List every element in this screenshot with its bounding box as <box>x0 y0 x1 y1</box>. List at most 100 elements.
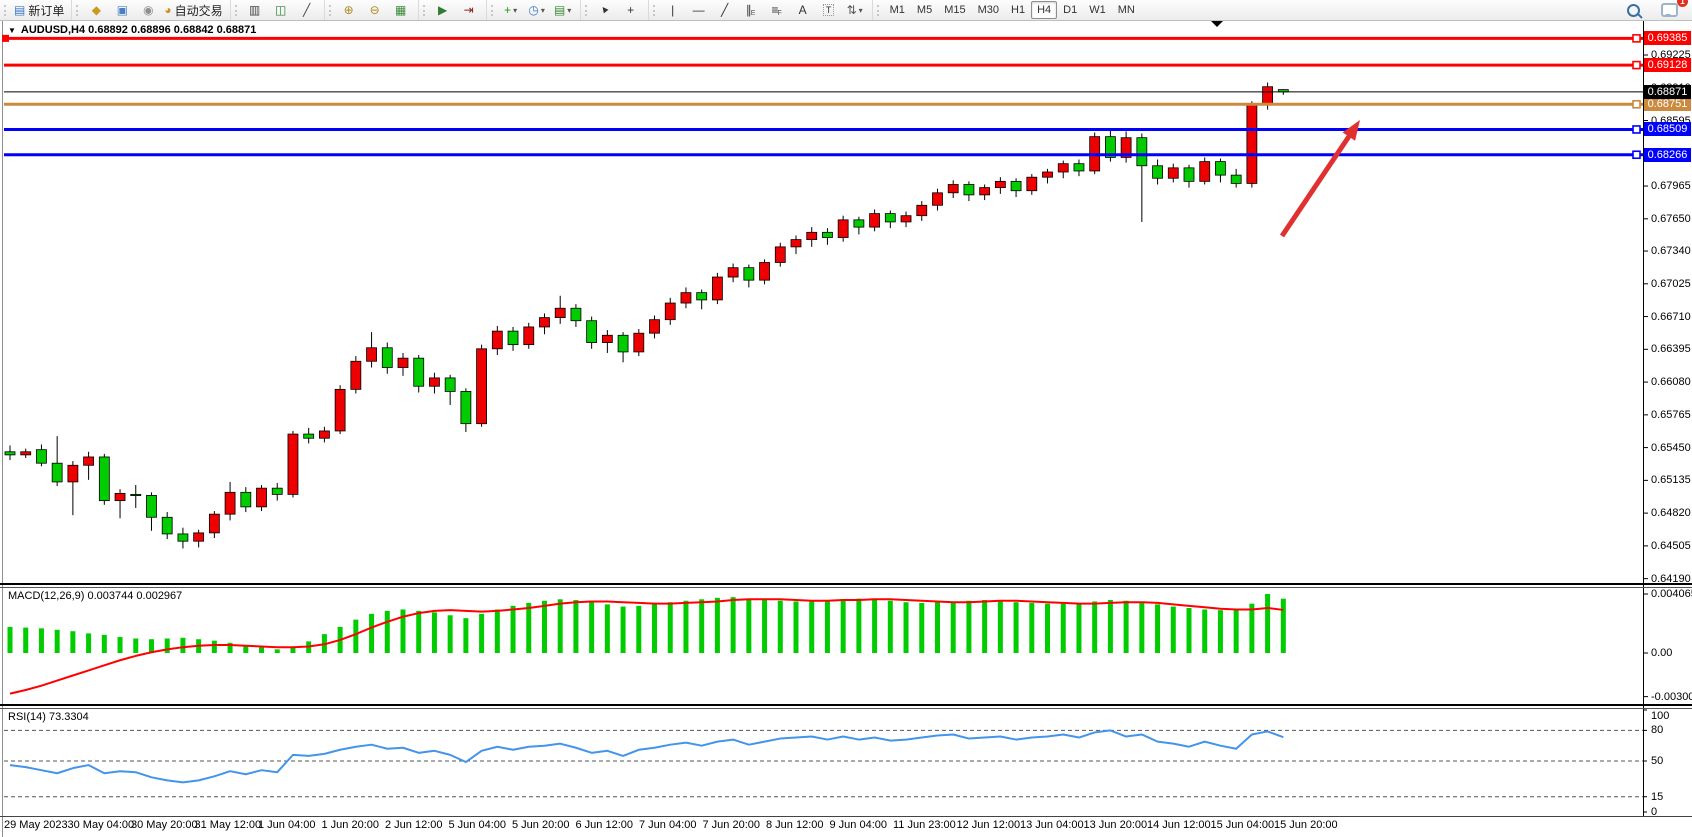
zoom-in-button[interactable]: ⊕ <box>336 1 362 20</box>
hline-handle-0.68509[interactable] <box>1632 125 1641 134</box>
toolbar-button-groups: ▤ 新订单 ◆ ▣ ◉ ◕ 自动交易 ▥ ◫ ╱ ⊕ ⊖ ▦ ▶ ⇥ + ▾ ◷ ▾ ▤ ▾ ▲ + | — ╱ ∥ E ≡ F A T ⇅ ▾ M… <box>0 0 1145 20</box>
chat-notifications-button[interactable]: 1 <box>1656 0 1688 20</box>
time-label-0: 29 May 2023 <box>4 819 68 831</box>
toolbar-group-windows: ◆ ▣ ◉ ◕ 自动交易 <box>71 0 229 20</box>
toolbar-group-zoom: ⊕ ⊖ ▦ <box>323 0 418 20</box>
trendline-icon: ╱ <box>721 3 729 17</box>
rsi-indicator-label: RSI(14) 73.3304 <box>8 711 89 723</box>
notification-badge: 1 <box>1677 0 1688 7</box>
toolbar-group-objects: | — ╱ ∥ E ≡ F A T ⇅ ▾ <box>647 0 872 20</box>
hline-handle-0.68266[interactable] <box>1632 150 1641 160</box>
text-label-button[interactable]: T <box>816 1 842 20</box>
macd-indicator-label: MACD(12,26,9) 0.003744 0.002967 <box>8 590 183 602</box>
hline-handle-0.69128[interactable] <box>1632 60 1641 70</box>
add-indicator-dropdown-icon[interactable]: ▾ <box>513 5 518 15</box>
price-tick-0.66080: 0.66080 <box>1651 376 1691 389</box>
price-tick-0.65135: 0.65135 <box>1651 474 1691 487</box>
price-tick-0.64505: 0.64505 <box>1651 539 1691 552</box>
rsi-axis-50: 50 <box>1651 755 1664 767</box>
timeframe-h1-button[interactable]: H1 <box>1011 4 1026 16</box>
horizontal-line-icon: — <box>692 3 705 17</box>
new-chart-window-button[interactable]: ▣ <box>109 1 135 20</box>
equidistant-channel-button[interactable]: ∥ E <box>738 1 764 20</box>
toolbar-right-icons: 1 <box>1620 0 1692 20</box>
add-indicator-button[interactable]: + ▾ <box>498 1 524 20</box>
macd-axis--0.003005: -0.003005 <box>1651 690 1692 703</box>
toolbar-group-orders: ▤ 新订单 <box>0 0 71 20</box>
trendline-button[interactable]: ╱ <box>712 1 738 20</box>
chart-shift-button[interactable]: ⇥ <box>456 1 482 20</box>
main-toolbar: ▤ 新订单 ◆ ▣ ◉ ◕ 自动交易 ▥ ◫ ╱ ⊕ ⊖ ▦ ▶ ⇥ + ▾ ◷ ▾ ▤ ▾ ▲ + | — ╱ ∥ E ≡ F A T ⇅ ▾ M… <box>0 0 1692 21</box>
time-label-3: 31 May 12:00 <box>194 819 262 831</box>
time-label-1: 30 May 04:00 <box>67 819 135 831</box>
strategy-tester-button[interactable]: ▶ <box>430 1 456 20</box>
bar-chart-button[interactable]: ▥ <box>242 1 268 20</box>
annotation-arrow-shaft[interactable] <box>1279 131 1354 238</box>
hline-handle-0.68751[interactable] <box>1632 99 1641 109</box>
alerts-button[interactable]: ◉ <box>135 1 161 20</box>
time-label-20: 15 Jun 20:00 <box>1274 819 1338 831</box>
price-label-0.68751: 0.68751 <box>1644 97 1691 112</box>
price-label-0.68266: 0.68266 <box>1644 147 1691 162</box>
candlestick-chart-button[interactable]: ◫ <box>268 1 294 20</box>
chart-profiles-button[interactable]: ◆ <box>83 1 109 20</box>
hline-left-handle-0.69385[interactable] <box>2 34 9 42</box>
price-tick-0.67025: 0.67025 <box>1651 277 1691 290</box>
search-icon <box>1626 3 1640 17</box>
tile-windows-icon: ▦ <box>394 3 407 17</box>
line-chart-button[interactable]: ╱ <box>294 1 320 20</box>
equidistant-channel-sub-letter: E <box>750 10 756 17</box>
annotation-arrow-head[interactable] <box>1342 120 1360 141</box>
chart-shift-marker-icon[interactable] <box>1211 21 1223 27</box>
horizontal-line-button[interactable]: — <box>686 1 712 20</box>
timeframe-m1-button[interactable]: M1 <box>889 4 905 16</box>
price-tick-0.64820: 0.64820 <box>1651 507 1691 520</box>
zoom-out-button[interactable]: ⊖ <box>362 1 388 20</box>
chart-title: ▼ AUDUSD,H4 0.68892 0.68896 0.68842 0.688… <box>8 24 256 36</box>
macd-axis-0.00: 0.00 <box>1651 647 1673 659</box>
time-label-13: 9 Jun 04:00 <box>829 819 888 831</box>
macd-axis-0.004065: 0.004065 <box>1651 588 1692 600</box>
chart-menu-caret-icon[interactable]: ▼ <box>8 26 16 35</box>
price-tick-0.69225: 0.69225 <box>1651 49 1691 61</box>
periods-clock-dropdown-icon[interactable]: ▾ <box>540 5 545 15</box>
autotrading-button[interactable]: ◕ 自动交易 <box>161 1 225 20</box>
periods-clock-button[interactable]: ◷ ▾ <box>524 1 550 20</box>
macd-histogram <box>7 594 1286 653</box>
hline-handle-0.69385[interactable] <box>1632 34 1641 43</box>
time-label-9: 6 Jun 12:00 <box>575 819 634 831</box>
timeframe-m30-button[interactable]: M30 <box>977 4 999 16</box>
timeframe-mn-button[interactable]: MN <box>1117 4 1135 16</box>
timeframe-w1-button[interactable]: W1 <box>1089 4 1106 16</box>
templates-dropdown-icon[interactable]: ▾ <box>567 5 572 15</box>
crosshair-button[interactable]: + <box>618 1 644 20</box>
search-button[interactable] <box>1620 1 1646 20</box>
arrows-tool-button[interactable]: ⇅ ▾ <box>842 1 868 20</box>
price-tick-0.66395: 0.66395 <box>1651 343 1691 356</box>
timeframe-d1-button[interactable]: D1 <box>1063 4 1078 16</box>
symbol-ohlc-text: AUDUSD,H4 0.68892 0.68896 0.68842 0.6887… <box>20 24 257 36</box>
zoom-in-icon: ⊕ <box>343 3 354 17</box>
cursor-icon: ▲ <box>597 2 612 17</box>
time-label-4: 1 Jun 04:00 <box>258 819 316 831</box>
vertical-line-button[interactable]: | <box>660 1 686 20</box>
timeframe-m15-button[interactable]: M15 <box>944 4 966 16</box>
time-label-12: 8 Jun 12:00 <box>766 819 824 831</box>
templates-button[interactable]: ▤ ▾ <box>550 1 576 20</box>
timeframe-h4-button[interactable]: H4 <box>1031 1 1058 19</box>
rsi-axis-15: 15 <box>1651 790 1664 803</box>
text-label-icon: T <box>822 4 835 16</box>
text-icon: A <box>798 3 807 17</box>
fibonacci-retracement-button[interactable]: ≡ F <box>764 1 790 20</box>
cursor-button[interactable]: ▲ <box>592 1 618 20</box>
vertical-line-icon: | <box>671 3 675 17</box>
arrows-tool-dropdown-icon[interactable]: ▾ <box>858 5 863 15</box>
new-order-button[interactable]: ▤ 新订单 <box>11 1 67 20</box>
autotrading-label: 自动交易 <box>174 3 223 18</box>
timeframe-m5-button[interactable]: M5 <box>916 4 933 16</box>
text-button[interactable]: A <box>790 1 816 20</box>
strategy-tester-icon: ▶ <box>438 3 448 17</box>
rsi-line <box>9 729 1284 784</box>
tile-windows-button[interactable]: ▦ <box>388 1 414 20</box>
